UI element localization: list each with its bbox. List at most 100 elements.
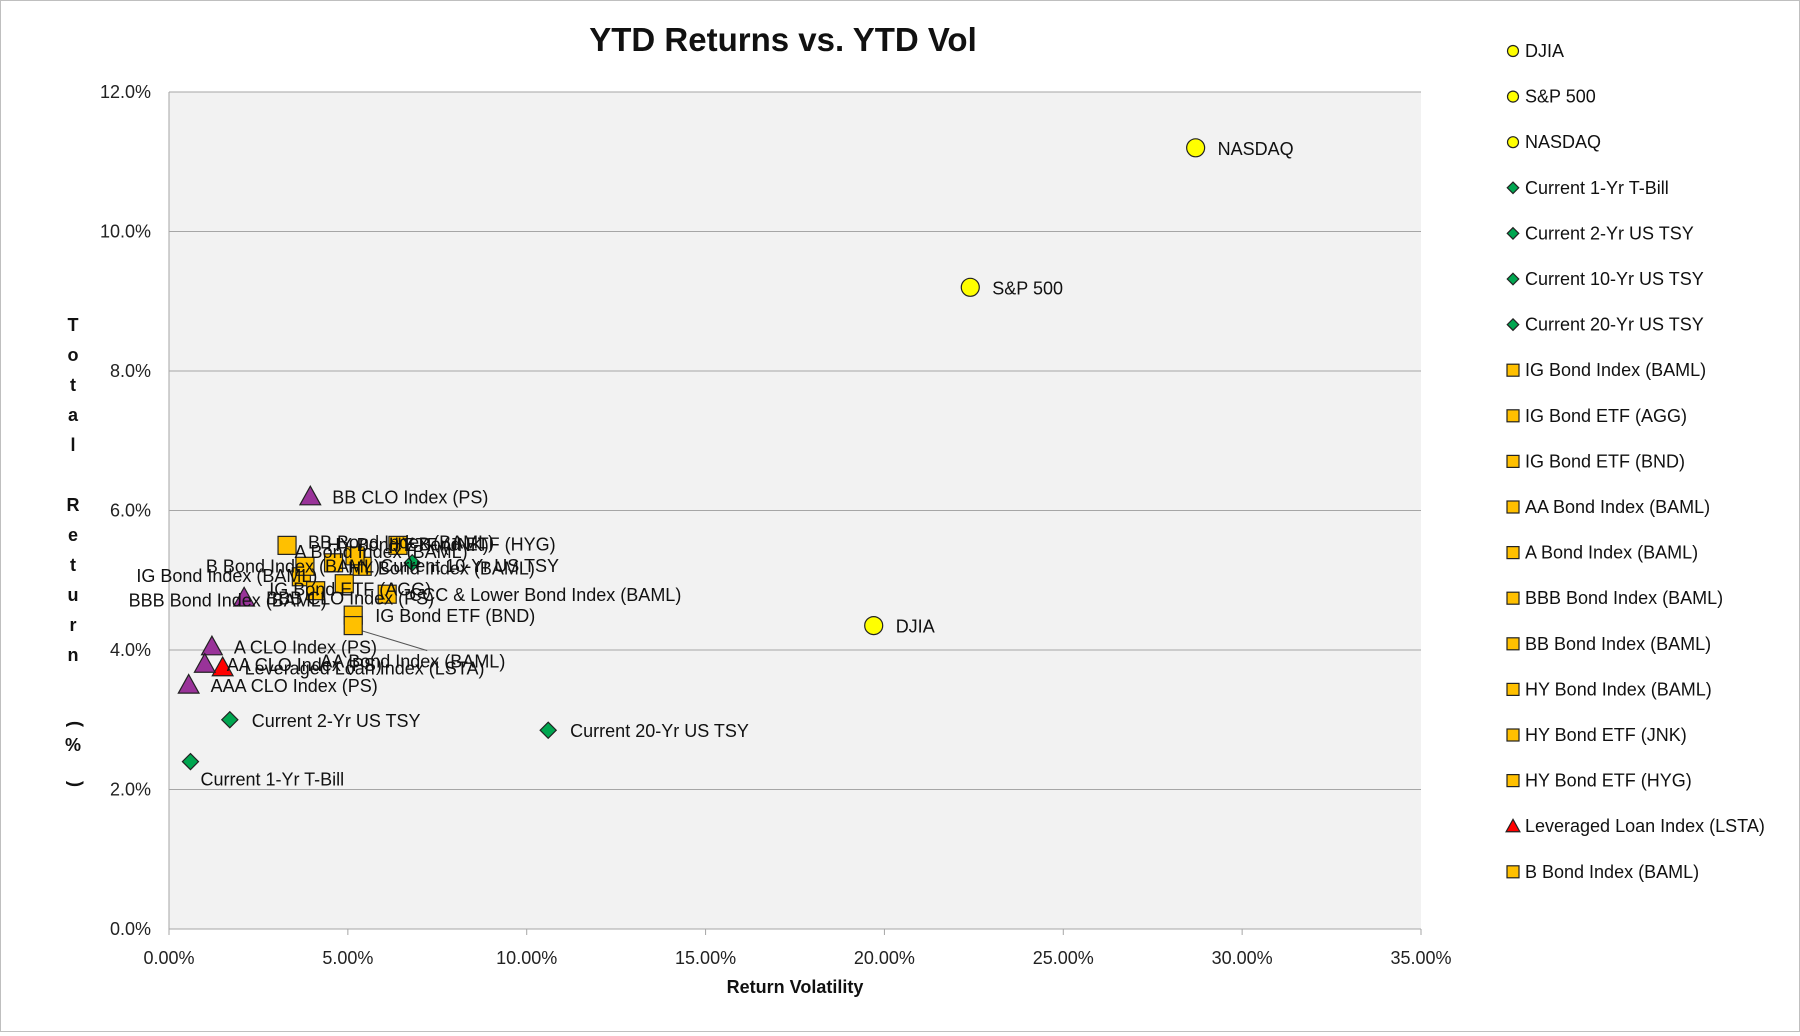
legend-marker-ig-bond-etf-agg [1506,409,1520,423]
data-label-sandp-500: S&P 500 [992,278,1063,298]
data-label-hy-bond-index-baml: HY Bond Index (BAML) [348,558,535,578]
data-label-hy-bond-etf-hyg: HY Bond ETF (HYG) [389,534,556,554]
point-aa-clo-index-ps [193,652,217,673]
data-label-aa-clo-index-ps: AA CLO Index (PS) [227,655,382,675]
point-nasdaq [1186,138,1206,158]
point-leveraged-loan-index-lsta [211,655,235,677]
point-hy-bond-etf-hyg [388,535,408,555]
x-tick-label: 5.00% [322,948,373,968]
data-label-ig-bond-etf-agg: IG Bond ETF (AGG) [269,580,431,600]
data-label-current-2-yr-us-tsy: Current 2-Yr US TSY [252,711,421,731]
x-axis-title: Return Volatility [727,977,864,997]
legend-marker-current-1-yr-t-bill [1506,181,1520,195]
data-label-bb-bond-index-baml: BB Bond Index (BAML) [308,532,494,552]
legend-entry-bb-bond-index-baml: BB Bond Index (BAML) [1525,634,1711,654]
leader-line [361,630,428,652]
legend-marker-ig-bond-index-baml [1506,363,1520,377]
point-a-bond-index-baml [323,553,344,573]
legend-marker-aa-bond-index-baml [1506,500,1520,514]
data-label-b-bond-index-baml: B Bond Index (BAML) [206,556,380,576]
legend: DJIA S&P 500 NASDAQ Current 1-Yr T-Bill Curr… [1505,41,1765,882]
legend-entry-current-10-yr-us-tsy: Current 10-Yr US TSY [1525,269,1704,289]
legend-entry-hy-bond-etf-jnk: HY Bond ETF (JNK) [1525,725,1687,745]
x-tick-label: 20.00% [854,948,915,968]
point-ccc-and-lower-bond-index-baml [377,584,397,604]
y-tick-label: 6.0% [110,501,151,521]
y-tick-label: 8.0% [110,361,151,381]
legend-entry-aa-bond-index-baml: AA Bond Index (BAML) [1525,497,1710,517]
data-label-aa-bond-index-baml: AA Bond Index (BAML) [320,652,505,672]
legend-marker-djia [1506,44,1520,58]
legend-marker-bb-bond-index-baml [1506,637,1520,651]
legend-entry-ig-bond-etf-bnd: IG Bond ETF (BND) [1525,451,1685,471]
legend-entry-hy-bond-etf-hyg: HY Bond ETF (HYG) [1525,771,1692,791]
x-tick-label: 0.00% [143,948,194,968]
legend-entry-current-2-yr-us-tsy: Current 2-Yr US TSY [1525,223,1694,243]
data-label-a-bond-index-baml: A Bond Index (BAML) [295,542,468,562]
legend-marker-a-bond-index-baml [1506,545,1520,560]
point-ig-bond-etf-agg [334,574,354,594]
x-tick-label: 25.00% [1033,948,1094,968]
point-sandp-500 [960,277,980,297]
x-tick-label: 30.00% [1212,948,1273,968]
legend-entry-b-bond-index-baml: B Bond Index (BAML) [1525,862,1699,882]
legend-marker-hy-bond-index-baml [1506,682,1520,697]
data-label-bb-clo-index-ps: BB CLO Index (PS) [332,488,488,508]
legend-marker-b-bond-index-baml [1506,865,1520,879]
data-label-djia: DJIA [896,617,935,637]
point-current-1-yr-t-bill [181,752,200,771]
y-tick-label: 10.0% [100,222,151,242]
y-tick-label: 0.0% [110,919,151,939]
legend-entry-nasdaq: NASDAQ [1525,132,1601,152]
legend-marker-current-20-yr-us-tsy [1506,318,1520,332]
point-current-20-yr-us-tsy [539,721,558,740]
y-tick-label: 12.0% [100,82,151,102]
legend-entry-ig-bond-etf-agg: IG Bond ETF (AGG) [1525,406,1687,426]
legend-entry-djia: DJIA [1525,41,1564,61]
legend-marker-hy-bond-etf-hyg [1506,773,1520,788]
data-label-ig-bond-index-baml: IG Bond Index (BAML) [136,566,317,586]
point-current-10-yr-us-tsy [403,553,422,572]
point-bb-bond-index-baml [277,535,297,555]
point-hy-bond-etf-jnk [345,546,365,566]
data-label-leveraged-loan-index-lsta: Leveraged Loan Index (LSTA) [245,658,485,678]
legend-marker-ig-bond-etf-bnd [1506,454,1520,468]
legend-entry-bbb-bond-index-baml: BBB Bond Index (BAML) [1525,588,1723,608]
legend-marker-current-10-yr-us-tsy [1506,272,1520,286]
legend-marker-bbb-bond-index-baml [1506,591,1520,605]
legend-entry-current-20-yr-us-tsy: Current 20-Yr US TSY [1525,315,1704,335]
legend-entry-sandp-500: S&P 500 [1525,87,1596,107]
data-label-ccc-and-lower-bond-index-baml: CCC & Lower Bond Index (BAML) [409,585,681,605]
legend-marker-hy-bond-etf-jnk [1506,728,1520,742]
point-bb-clo-index-ps [298,484,322,506]
point-bbb-bond-index-baml [306,581,326,601]
point-aa-bond-index-baml [343,615,363,636]
legend-marker-leveraged-loan-index-lsta [1505,818,1521,833]
legend-entry-current-1-yr-t-bill: Current 1-Yr T-Bill [1525,178,1669,198]
legend-entry-hy-bond-index-baml: HY Bond Index (BAML) [1525,679,1712,699]
x-tick-label: 10.00% [496,948,557,968]
chart-title: YTD Returns vs. YTD Vol [589,21,977,58]
x-tick-label: 35.00% [1390,948,1451,968]
point-b-bond-index-baml [295,556,315,576]
legend-marker-current-2-yr-us-tsy [1506,226,1520,240]
data-label-ig-bond-etf-bnd: IG Bond ETF (BND) [375,606,535,626]
y-tick-label: 4.0% [110,640,151,660]
data-label-current-20-yr-us-tsy: Current 20-Yr US TSY [570,721,749,741]
data-label-bbb-clo-index-ps: BBB CLO Index (PS) [266,589,434,609]
legend-marker-sandp-500 [1506,90,1520,103]
data-label-hy-bond-etf-jnk: HY Bond ETF (JNK) [327,535,489,555]
point-djia [864,615,884,636]
y-tick-label: 2.0% [110,780,151,800]
data-label-bbb-bond-index-baml: BBB Bond Index (BAML) [129,591,327,611]
point-aaa-clo-index-ps [177,673,201,694]
legend-entry-leveraged-loan-index-lsta: Leveraged Loan Index (LSTA) [1525,816,1765,836]
legend-entry-a-bond-index-baml: A Bond Index (BAML) [1525,543,1698,563]
data-label-aaa-clo-index-ps: AAA CLO Index (PS) [211,676,378,696]
data-label-nasdaq: NASDAQ [1218,139,1294,159]
point-a-clo-index-ps [200,634,224,656]
x-tick-label: 15.00% [675,948,736,968]
